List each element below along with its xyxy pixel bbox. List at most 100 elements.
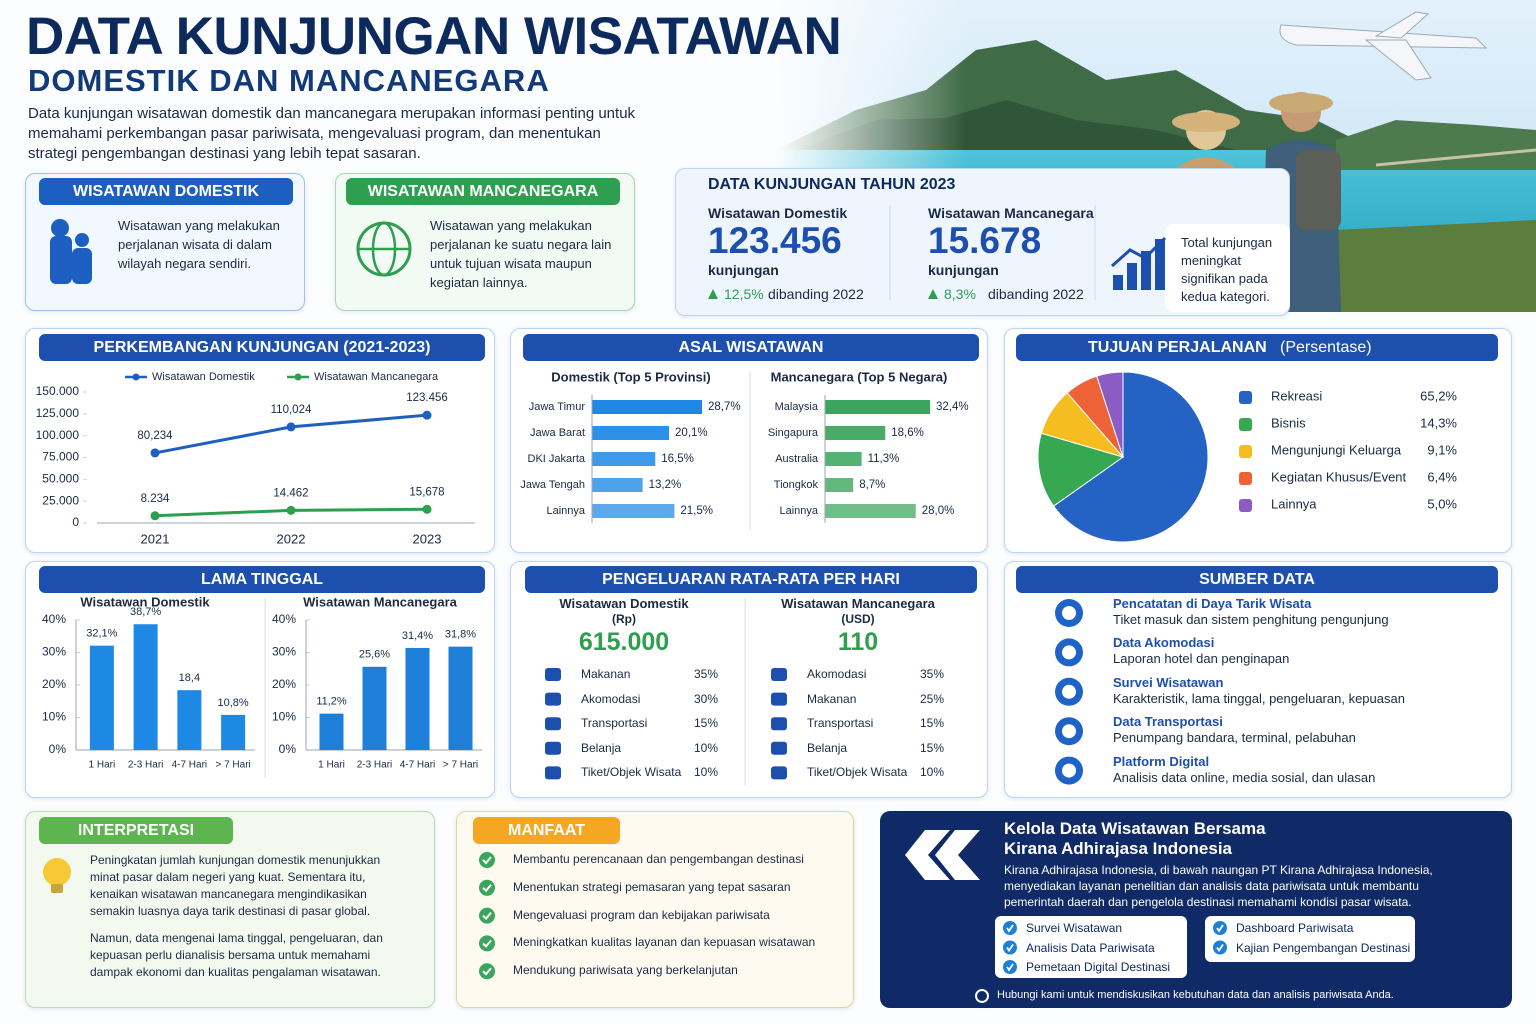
y-tick-label: 50.000: [42, 472, 79, 486]
check-icon: [482, 967, 492, 976]
x-tick-label: 1 Hari: [89, 760, 116, 771]
up-arrow: [928, 289, 938, 299]
chart-icon: [1111, 236, 1167, 268]
item-label: Akomodasi: [581, 691, 641, 706]
panel-title: PENGELUARAN RATA-RATA PER HARI: [525, 566, 977, 593]
pie-slice: [1037, 432, 1125, 507]
y-tick-label: 125.000: [36, 406, 80, 420]
chart-icon: [1141, 251, 1151, 290]
service-box: [1205, 916, 1415, 962]
definition-text: Wisatawan yang melakukan perjalanan wisa…: [118, 218, 280, 271]
data-label: 16,5%: [661, 453, 694, 465]
source-title: Survei Wisatawan: [1113, 674, 1224, 690]
service: Dashboard Pariwisata: [1236, 921, 1354, 935]
stat-change: 12,5%: [724, 286, 764, 302]
paragraph: Namun, data mengenai lama tinggal, penge…: [90, 931, 383, 979]
category-label: Jawa Barat: [530, 427, 585, 439]
data-point: [286, 505, 296, 515]
y-tick-label: 75.000: [42, 450, 79, 464]
category-icon: [771, 668, 787, 681]
data-point: [286, 422, 296, 432]
bar: [89, 645, 114, 750]
stat-change-text: dibanding 2022: [988, 286, 1084, 302]
source-title: Data Akomodasi: [1113, 635, 1215, 651]
data-label: 18,4: [179, 672, 200, 684]
legend-swatch: [294, 373, 302, 381]
legend-swatch: [1239, 472, 1252, 485]
chart-icon: [1113, 275, 1123, 290]
panel: [1004, 561, 1512, 798]
category-label: Singapura: [768, 427, 819, 439]
data-label: 31,4%: [402, 630, 433, 642]
source-title: Platform Digital: [1113, 753, 1210, 769]
data-label: 65,2%: [1420, 388, 1457, 403]
x-tick-label: 2023: [413, 531, 442, 546]
bar: [592, 452, 656, 466]
chart-subtitle: Domestik (Top 5 Provinsi): [551, 369, 710, 384]
data-label: 32,4%: [936, 401, 969, 413]
panel-title: [1016, 334, 1498, 361]
category-icon: [545, 766, 561, 780]
paragraph: Peningkatan jumlah kunjungan domestik me…: [90, 853, 381, 918]
category-icon: [771, 717, 787, 731]
data-label: 15,678: [409, 486, 444, 498]
up-arrow: [708, 289, 718, 299]
data-point: [422, 504, 432, 514]
stat-change: 8,3%: [944, 286, 976, 302]
benefit: Mengevaluasi program dan kebijakan pariw…: [513, 907, 770, 922]
promo-title: Kelola Data Wisatawan Bersama: [1004, 819, 1266, 838]
bar: [825, 478, 854, 492]
bulb-icon: [43, 858, 71, 886]
check-icon: [482, 856, 492, 865]
category-label: Jawa Timur: [529, 401, 586, 413]
source-text: Laporan hotel dan penginapan: [1113, 651, 1290, 667]
item-label: Transportasi: [581, 716, 648, 731]
promo-panel: [880, 811, 1512, 1008]
category-label: Jawa Tengah: [520, 479, 585, 491]
bar: [362, 666, 387, 750]
bar: [592, 478, 643, 492]
data-label: 38,7%: [130, 606, 161, 618]
data-label: 10,8%: [218, 697, 249, 709]
x-tick-label: 2-3 Hari: [128, 760, 164, 771]
group-name: Wisatawan Mancanegara: [781, 596, 935, 611]
y-tick-label: 40%: [42, 612, 66, 626]
panel-title: WISATAWAN DOMESTIK: [39, 178, 293, 205]
source-text: Analisis data online, media sosial, dan …: [1113, 769, 1376, 785]
y-tick-label: 30%: [42, 645, 66, 659]
legend-label: Mengunjungi Keluarga: [1271, 442, 1402, 457]
panel-title: INTERPRETASI: [39, 817, 233, 844]
title: DATA KUNJUNGAN WISATAWAN: [26, 7, 842, 66]
check-icon: [479, 907, 495, 924]
data-label: 6,4%: [1427, 469, 1457, 484]
bar: [825, 426, 886, 440]
y-tick-label: 25.000: [42, 493, 79, 507]
benefit: Menentukan strategi pemasaran yang tepat…: [513, 879, 791, 894]
category-icon: [771, 692, 787, 706]
x-tick-label: 2-3 Hari: [357, 760, 393, 771]
item-value: 10%: [919, 765, 944, 780]
x-tick-label: 2022: [277, 531, 306, 546]
stat-value: 15.678: [928, 220, 1042, 261]
check-icon: [482, 939, 492, 948]
bar: [592, 504, 675, 518]
check-icon: [1216, 944, 1224, 953]
data-label: 11,3%: [868, 453, 900, 465]
y-tick-label: 150.000: [36, 384, 80, 398]
panel: [510, 561, 988, 798]
pie-slice: [1052, 371, 1209, 543]
data-label: 28,7%: [708, 401, 741, 413]
item-label: Makanan: [807, 691, 857, 706]
item-value: 30%: [693, 691, 718, 706]
legend-label: Kegiatan Khusus/Event: [1271, 469, 1407, 484]
data-label: 28,0%: [922, 505, 955, 517]
y-tick-label: 30%: [272, 645, 296, 659]
legend-swatch: [1239, 418, 1252, 431]
x-tick-label: 4-7 Hari: [400, 760, 436, 771]
x-tick-label: 4-7 Hari: [172, 760, 208, 771]
item-value: 15%: [919, 740, 944, 755]
summary-title: DATA KUNJUNGAN TAHUN 2023: [708, 176, 956, 193]
x-tick-label: 2021: [141, 531, 170, 546]
stat-label: Wisatawan Mancanegara: [928, 205, 1094, 221]
check-icon: [1006, 924, 1014, 933]
